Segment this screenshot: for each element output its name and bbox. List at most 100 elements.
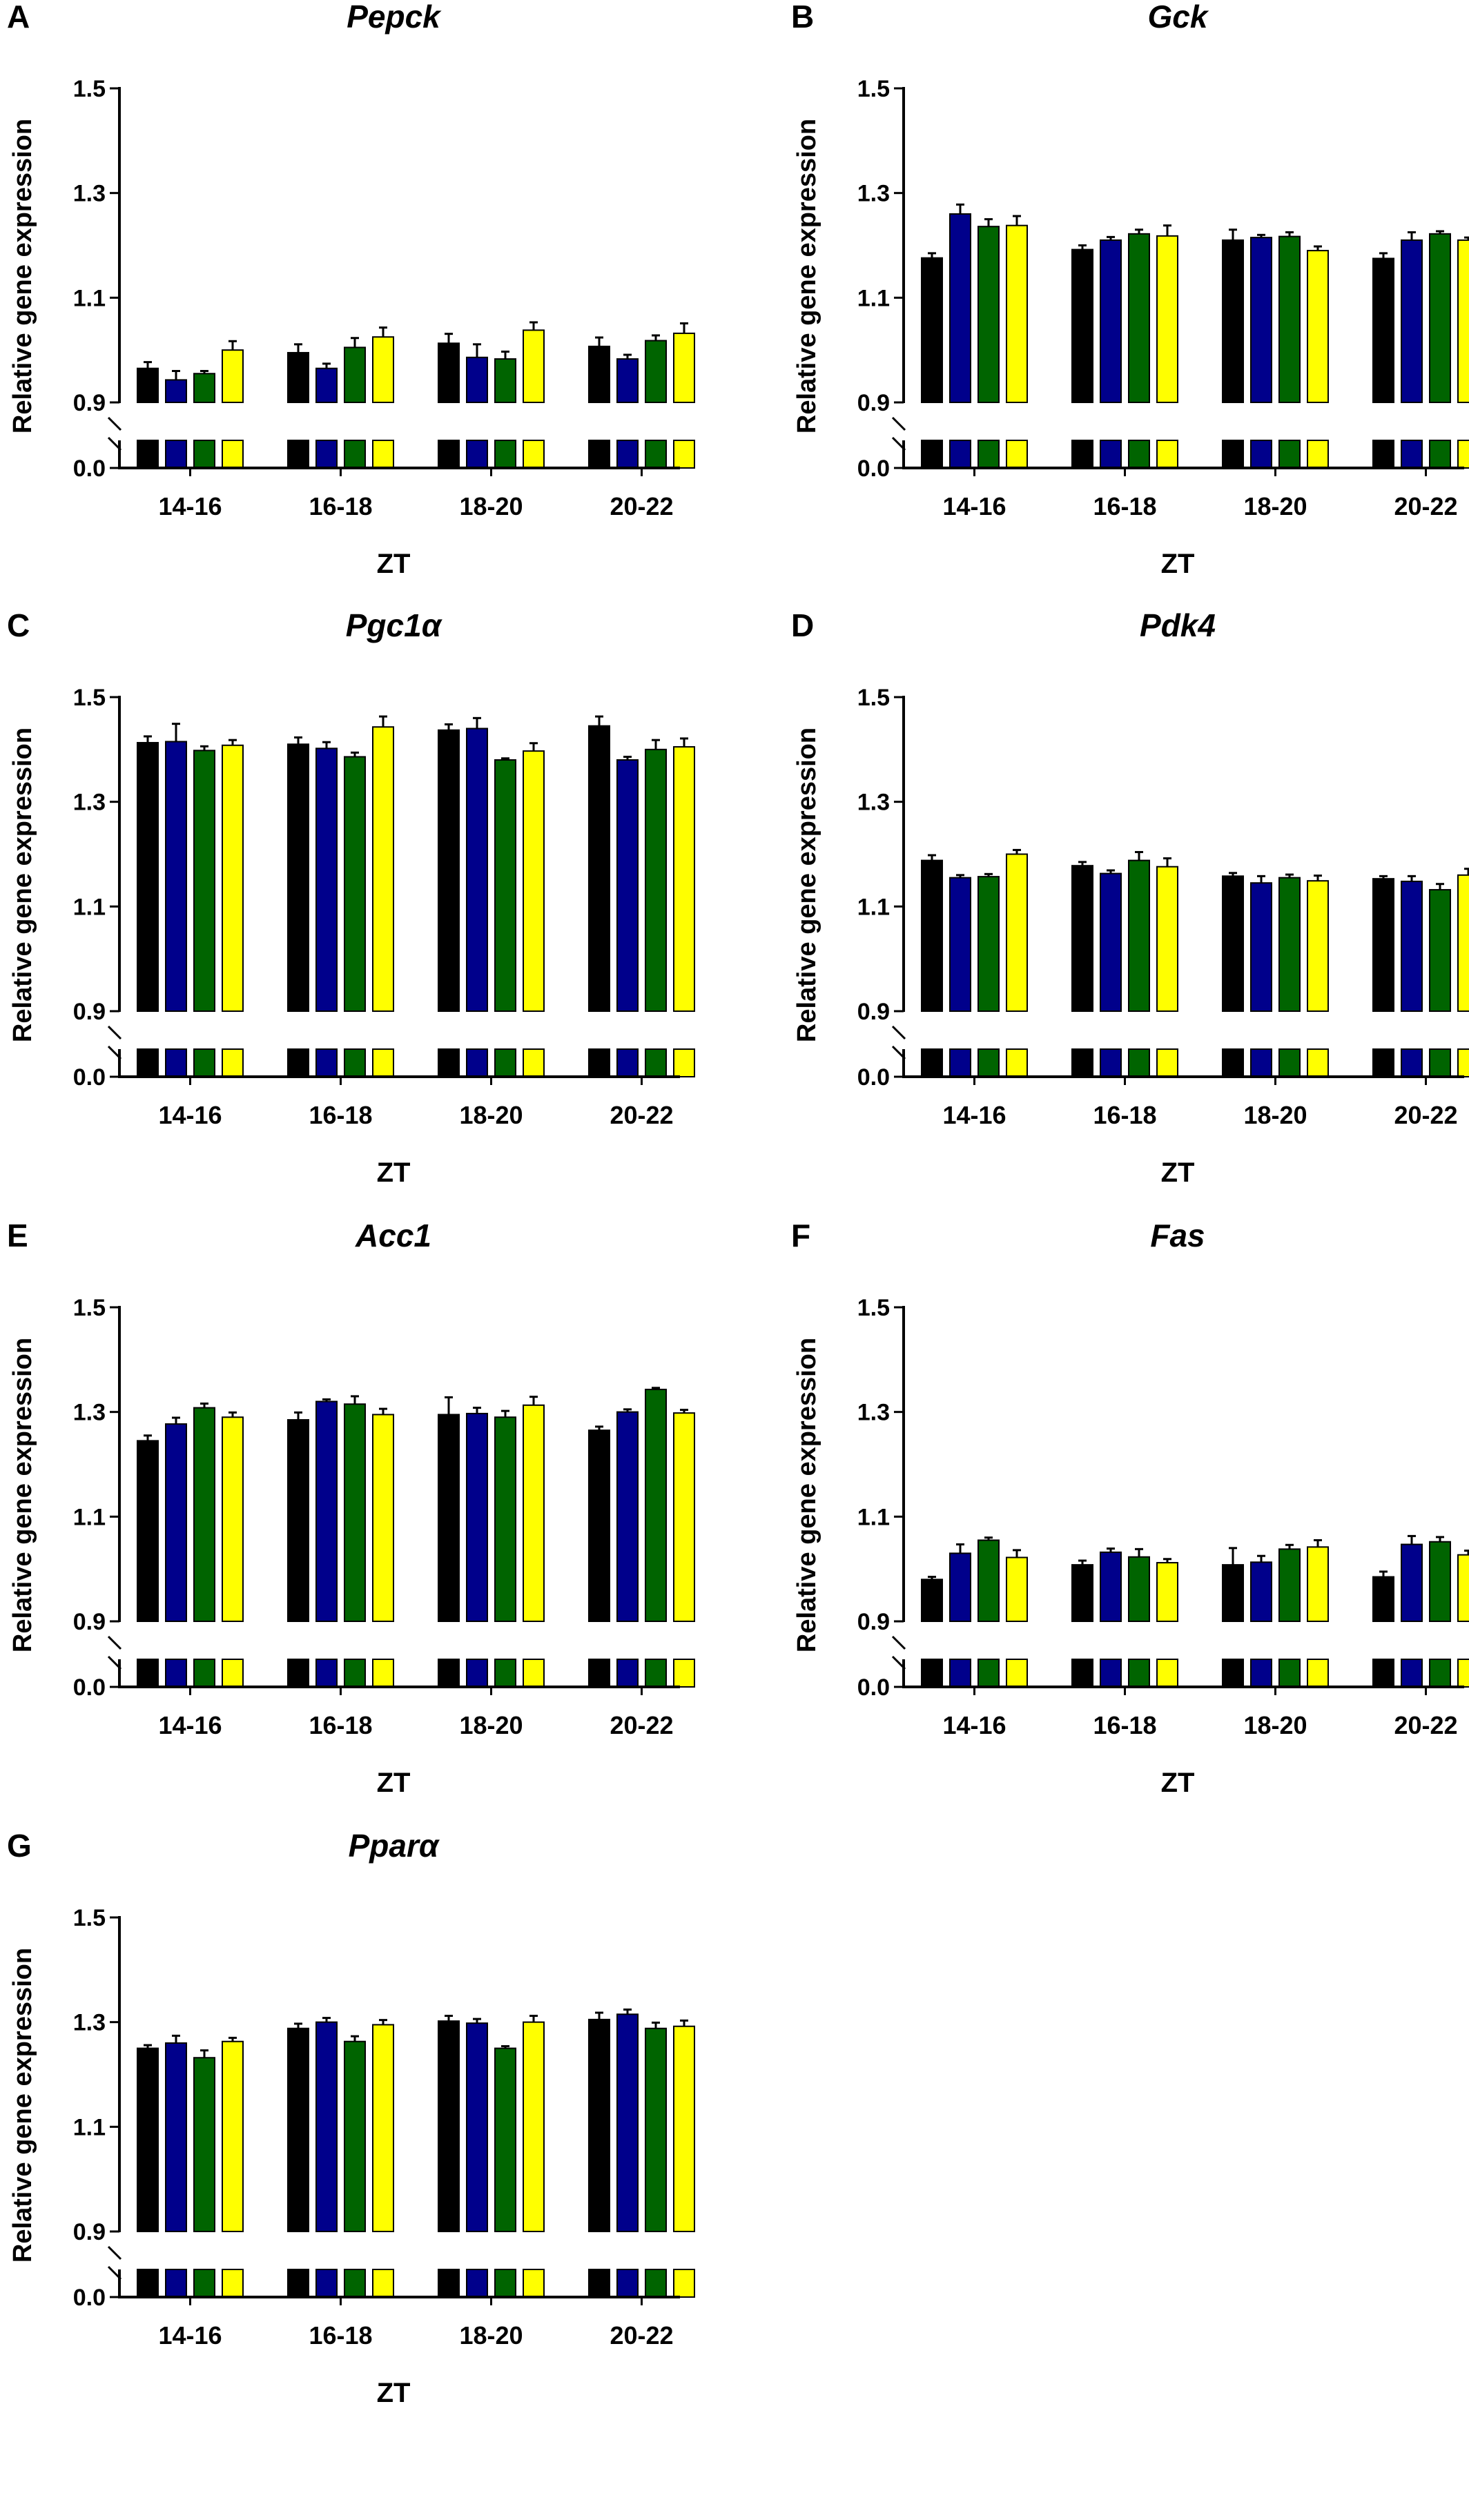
bar [949, 877, 971, 1012]
axis-break-mark [107, 1655, 122, 1670]
bar [344, 346, 366, 403]
bar [1100, 1551, 1122, 1622]
x-tick-label: 20-22 [1394, 1101, 1457, 1129]
y-tick-label: 0.0 [73, 2285, 106, 2311]
bar [222, 2040, 244, 2232]
x-tick-label: 18-20 [1243, 1711, 1307, 1739]
bar-base-segment [466, 1048, 488, 1077]
bar [372, 336, 394, 404]
y-tick-label: 0.9 [857, 1609, 890, 1635]
bar [222, 744, 244, 1012]
bar [1006, 1556, 1028, 1623]
bar-base-segment [1457, 1048, 1469, 1077]
y-tick-label: 1.5 [73, 1295, 106, 1321]
gene-title: Acc1 [355, 1218, 431, 1253]
y-tick-label: 1.3 [73, 181, 106, 207]
bar-base-segment [1307, 1048, 1329, 1077]
bar-base-segment [1372, 1659, 1394, 1688]
bar-base-segment [1250, 440, 1272, 469]
y-tick-label: 0.0 [73, 1674, 106, 1701]
bar-base-segment [438, 2269, 460, 2298]
x-tick-label: 20-22 [1394, 1711, 1457, 1739]
bar [494, 1416, 516, 1622]
axis-break-mark [107, 1025, 122, 1040]
bar [523, 329, 545, 404]
bar [1006, 853, 1028, 1012]
y-tick-label: 0.9 [73, 2219, 106, 2245]
bar-base-segment [977, 1048, 1000, 1077]
bar [977, 876, 1000, 1012]
bar [1401, 1543, 1423, 1622]
y-tick-label: 1.3 [73, 1400, 106, 1426]
bar-base-segment [466, 1659, 488, 1688]
panel-letter: C [7, 607, 30, 643]
bar [1156, 235, 1178, 403]
bar [949, 213, 971, 403]
y-axis-label: Relative gene expression [792, 727, 821, 1042]
bar [1457, 239, 1469, 403]
bar-base-segment [315, 440, 338, 469]
bar-base-segment [1222, 440, 1244, 469]
bar-base-segment [1372, 440, 1394, 469]
panel-letter: D [791, 607, 814, 643]
bar-base-segment [523, 1659, 545, 1688]
bar-base-segment [438, 1048, 460, 1077]
bar [137, 741, 159, 1012]
bar-base-segment [315, 2269, 338, 2298]
x-tick-label: 16-18 [309, 492, 372, 520]
bar [645, 1389, 667, 1623]
x-tick-label: 18-20 [459, 1101, 523, 1129]
x-axis-label: ZT [1161, 1768, 1195, 1798]
bar [494, 2047, 516, 2232]
bar [165, 1423, 187, 1622]
bar [1222, 239, 1244, 403]
bar [921, 859, 943, 1012]
bar [165, 741, 187, 1012]
bar [494, 358, 516, 404]
bar-base-segment [673, 2269, 695, 2298]
bar [588, 725, 610, 1012]
bar [588, 2018, 610, 2232]
x-axis-label: ZT [377, 1768, 411, 1798]
bar [1372, 878, 1394, 1012]
bar-base-segment [165, 440, 187, 469]
bar [344, 2040, 366, 2232]
bar-base-segment [645, 2269, 667, 2298]
x-tick-label: 18-20 [1243, 1101, 1307, 1129]
bar-base-segment [977, 1659, 1000, 1688]
bar [949, 1552, 971, 1622]
bar-base-segment [344, 440, 366, 469]
bar [523, 750, 545, 1012]
bar [137, 367, 159, 403]
bar [165, 379, 187, 403]
bar-base-segment [1128, 440, 1150, 469]
y-tick-label: 0.0 [73, 456, 106, 482]
bar-base-segment [165, 2269, 187, 2298]
axis-break-mark [107, 416, 122, 431]
bar [645, 340, 667, 403]
bar-base-segment [1222, 1048, 1244, 1077]
bar-base-segment [287, 2269, 309, 2298]
bar [523, 2021, 545, 2232]
bar-base-segment [372, 2269, 394, 2298]
gene-title: Fas [1150, 1218, 1205, 1253]
bar [137, 2047, 159, 2232]
bar [315, 367, 338, 403]
y-tick-label: 0.0 [857, 1674, 890, 1701]
bar-base-segment [372, 1048, 394, 1077]
bar-base-segment [1307, 440, 1329, 469]
bar-base-segment [1457, 1659, 1469, 1688]
bar [1429, 889, 1451, 1013]
bar [315, 2021, 338, 2232]
bar-base-segment [193, 2269, 215, 2298]
y-tick-label: 1.5 [73, 685, 106, 711]
y-tick-label: 0.0 [73, 1064, 106, 1091]
bar-base-segment [1156, 1048, 1178, 1077]
bar-base-segment [949, 1659, 971, 1688]
bar [1100, 239, 1122, 403]
bar-base-segment [1156, 440, 1178, 469]
bar [344, 756, 366, 1012]
panel-f: F Fas Relative gene expression 14-16 16-18 18… [791, 1218, 1469, 1798]
axis-break-mark [891, 1635, 906, 1650]
bar [466, 356, 488, 403]
